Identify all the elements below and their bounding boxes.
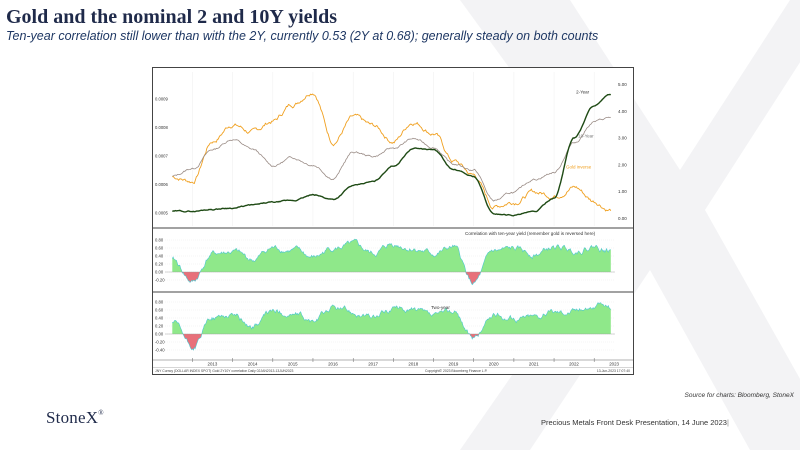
x-tick-label: 2018 bbox=[408, 362, 418, 367]
x-tick-label: 2022 bbox=[569, 362, 579, 367]
y-left-tick-label: 0.0008 bbox=[155, 125, 168, 130]
series-two-year-line bbox=[172, 93, 611, 217]
stonex-logo: StoneX® bbox=[46, 408, 104, 428]
y-left-tick-label: 0.0007 bbox=[155, 153, 168, 158]
corr-tick-label: 0.20 bbox=[155, 262, 164, 267]
y-left-tick-label: 0.0006 bbox=[155, 182, 168, 187]
gold-yields-chart: 5.00 4.00 3.00 2.00 1.00 0.00 0.0009 0.0008 0.00… bbox=[153, 68, 633, 373]
corr-tick-label: 0.00 bbox=[155, 270, 164, 275]
x-tick-label: 2013 bbox=[208, 362, 218, 367]
corr-tick-label: 0.00 bbox=[155, 332, 164, 337]
y-left-tick-label: 0.0005 bbox=[155, 210, 168, 215]
logo-text: StoneX bbox=[46, 408, 99, 427]
x-tick-label: 2019 bbox=[449, 362, 459, 367]
corr-tick-label: -0.40 bbox=[155, 348, 165, 353]
series-label-two-year: 2-Year bbox=[576, 89, 590, 94]
x-tick-label: 2020 bbox=[489, 362, 499, 367]
source-note: Source for charts: Bloomberg, StoneX bbox=[684, 392, 794, 399]
corr-tick-label: 0.60 bbox=[155, 246, 164, 251]
footer-label: Precious Metals Front Desk Presentation,… bbox=[541, 418, 727, 427]
corr-line bbox=[172, 238, 611, 286]
x-tick-label: 2021 bbox=[529, 362, 539, 367]
corr-panel-label: Correlation with ten-year yield (remembe… bbox=[465, 231, 596, 236]
x-tick-label: 2014 bbox=[248, 362, 258, 367]
corr-tick-label: 0.80 bbox=[155, 300, 164, 305]
corr-line bbox=[172, 302, 611, 351]
x-tick-label: 2023 bbox=[609, 362, 619, 367]
corr-tick-label: -0.20 bbox=[155, 340, 165, 345]
y-right-tick-label: 2.00 bbox=[618, 162, 627, 167]
corr-tick-label: 0.60 bbox=[155, 308, 164, 313]
corr-panel-label: Two-year bbox=[431, 305, 450, 310]
y-right-tick-label: 3.00 bbox=[618, 136, 627, 141]
corr-positive-area bbox=[172, 239, 611, 272]
slide-subtitle: Ten-year correlation still lower than wi… bbox=[6, 29, 599, 43]
y-right-tick-label: 4.00 bbox=[618, 109, 627, 114]
y-left-tick-label: 0.0009 bbox=[155, 96, 168, 101]
series-label-ten-year: 10-Year bbox=[578, 134, 594, 139]
chart-footer-mid: Copyright© 2023 Bloomberg Finance L.P. bbox=[425, 369, 488, 373]
chart-footer-right: 13-Jun-2023 17:07:40 bbox=[597, 369, 630, 373]
x-tick-label: 2017 bbox=[368, 362, 378, 367]
series-gold-inverse-line bbox=[172, 93, 612, 212]
chart-frame: 5.00 4.00 3.00 2.00 1.00 0.00 0.0009 0.0008 0.00… bbox=[152, 67, 634, 375]
corr-tick-label: 0.80 bbox=[155, 238, 164, 243]
y-right-tick-label: 1.00 bbox=[618, 189, 627, 194]
chart-footer-left: JNY Curncy (DOLLAR INDEX SPOT) Gold 2Y10… bbox=[155, 369, 293, 373]
corr-tick-label: 0.20 bbox=[155, 324, 164, 329]
registered-mark: ® bbox=[98, 409, 104, 417]
footer-text: Precious Metals Front Desk Presentation,… bbox=[541, 418, 729, 427]
x-tick-label: 2016 bbox=[328, 362, 338, 367]
x-tick-label: 2015 bbox=[288, 362, 298, 367]
y-right-tick-label: 5.00 bbox=[618, 82, 627, 87]
footer-separator: | bbox=[726, 418, 729, 427]
corr-tick-label: 0.40 bbox=[155, 254, 164, 259]
corr-tick-label: -0.20 bbox=[155, 278, 165, 283]
corr-positive-area bbox=[172, 302, 611, 334]
series-ten-year-line bbox=[172, 116, 611, 202]
y-right-tick-label: 0.00 bbox=[618, 216, 627, 221]
corr-tick-label: 0.40 bbox=[155, 316, 164, 321]
series-label-gold-inverse: Gold inverse bbox=[566, 164, 592, 169]
slide-title: Gold and the nominal 2 and 10Y yields bbox=[6, 6, 338, 28]
